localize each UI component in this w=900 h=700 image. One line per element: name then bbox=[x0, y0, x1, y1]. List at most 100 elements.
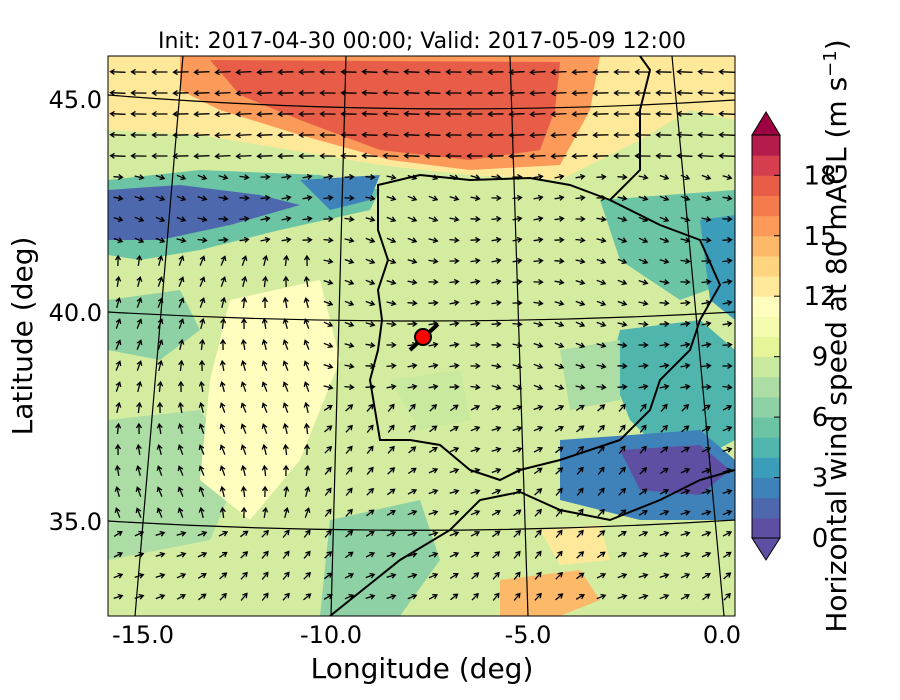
wind-arrow bbox=[655, 152, 672, 159]
wind-arrow bbox=[492, 592, 500, 601]
colorbar-band bbox=[752, 255, 780, 277]
wind-arrow bbox=[386, 551, 397, 558]
wind-arrow bbox=[198, 444, 205, 455]
wind-arrow bbox=[151, 152, 168, 160]
wind-arrow bbox=[470, 341, 481, 348]
wind-arrow bbox=[576, 466, 584, 475]
wind-arrow bbox=[701, 257, 712, 265]
wind-arrow bbox=[491, 236, 502, 243]
wind-arrow bbox=[177, 465, 184, 476]
wind-arrow bbox=[240, 530, 249, 538]
wind-arrow bbox=[722, 320, 733, 327]
wind-arrow bbox=[115, 275, 122, 287]
wind-arrow bbox=[277, 90, 294, 97]
colorbar-band bbox=[752, 417, 780, 438]
colorbar-ticks: 0 3 6 9 12 15 18 bbox=[774, 161, 837, 554]
map-plot-area bbox=[108, 56, 735, 616]
wind-arrow bbox=[219, 338, 227, 351]
wind-arrow bbox=[429, 425, 438, 433]
wind-arrow bbox=[634, 89, 651, 96]
wind-arrow bbox=[660, 424, 668, 433]
wind-arrow bbox=[722, 174, 733, 181]
colorbar-band bbox=[752, 477, 780, 499]
wind-arrow bbox=[596, 363, 607, 370]
wind-arrow bbox=[155, 551, 166, 558]
wind-arrow bbox=[113, 551, 124, 558]
colorbar-band bbox=[752, 396, 780, 418]
wind-arrow bbox=[113, 572, 124, 579]
wind-arrow bbox=[596, 258, 607, 265]
wind-arrow bbox=[176, 216, 187, 223]
wind-arrow bbox=[340, 89, 357, 96]
wind-arrow bbox=[428, 509, 439, 516]
wind-arrow bbox=[156, 507, 163, 518]
wind-arrow bbox=[555, 529, 563, 538]
wind-arrow bbox=[680, 467, 691, 474]
wind-arrow bbox=[324, 529, 332, 538]
wind-arrow bbox=[701, 425, 711, 432]
wind-arrow bbox=[340, 131, 357, 138]
wind-arrow bbox=[470, 362, 481, 370]
wind-arrow bbox=[240, 402, 247, 413]
wind-arrow bbox=[491, 194, 502, 202]
wind-arrow bbox=[365, 572, 376, 579]
wind-arrow bbox=[428, 258, 439, 265]
wind-arrow bbox=[134, 572, 145, 579]
wind-arrow bbox=[324, 508, 332, 517]
wind-arrow bbox=[136, 318, 143, 329]
wind-arrow bbox=[597, 445, 605, 454]
wind-arrow bbox=[136, 276, 143, 287]
wind-arrow bbox=[470, 174, 481, 181]
wind-arrow bbox=[219, 423, 226, 434]
wind-arrow bbox=[109, 68, 126, 75]
colorbar-band bbox=[752, 497, 780, 519]
wind-arrow bbox=[617, 551, 628, 558]
wind-arrow bbox=[613, 152, 630, 160]
wind-arrow bbox=[534, 550, 542, 559]
wind-arrow bbox=[366, 445, 374, 454]
wind-arrow bbox=[638, 593, 649, 600]
wind-arrow bbox=[681, 425, 690, 433]
wind-arrow bbox=[576, 529, 584, 538]
wind-arrow bbox=[113, 237, 124, 244]
wind-arrow bbox=[680, 195, 691, 202]
wind-arrow bbox=[529, 153, 546, 160]
wind-arrow bbox=[135, 443, 142, 456]
wind-arrow bbox=[428, 174, 439, 181]
wind-arrow bbox=[491, 257, 502, 264]
wind-arrow bbox=[345, 466, 353, 475]
wind-arrow bbox=[303, 550, 311, 559]
wind-arrow bbox=[576, 572, 585, 580]
wind-arrow bbox=[151, 89, 168, 97]
wind-arrow bbox=[428, 341, 439, 348]
wind-arrow bbox=[428, 572, 439, 579]
wind-arrow bbox=[386, 300, 397, 307]
wind-arrow bbox=[282, 360, 289, 371]
wind-arrow bbox=[344, 237, 355, 244]
wind-arrow bbox=[722, 257, 733, 264]
wind-arrow bbox=[303, 297, 310, 308]
wind-arrow bbox=[680, 383, 691, 390]
wind-arrow bbox=[449, 195, 460, 202]
wind-arrow bbox=[323, 342, 334, 349]
wind-arrow bbox=[407, 530, 418, 537]
wind-arrow bbox=[470, 551, 480, 559]
wind-arrow bbox=[193, 153, 210, 160]
wind-arrow bbox=[219, 402, 226, 413]
meridian-neg5 bbox=[509, 56, 529, 616]
wind-arrow bbox=[323, 237, 334, 244]
wind-arrow bbox=[361, 68, 378, 75]
wind-arrow bbox=[403, 68, 420, 75]
wind-arrow bbox=[240, 506, 248, 519]
wind-arrow bbox=[256, 132, 273, 139]
wind-arrow bbox=[218, 174, 229, 181]
wind-arrow bbox=[575, 194, 586, 201]
wind-arrow bbox=[575, 321, 586, 328]
wind-arrow bbox=[282, 296, 289, 309]
wind-arrow bbox=[241, 296, 248, 309]
wind-arrow bbox=[193, 132, 210, 139]
wind-arrow bbox=[618, 487, 627, 496]
wind-arrow bbox=[303, 381, 310, 392]
wind-arrow bbox=[491, 425, 502, 432]
